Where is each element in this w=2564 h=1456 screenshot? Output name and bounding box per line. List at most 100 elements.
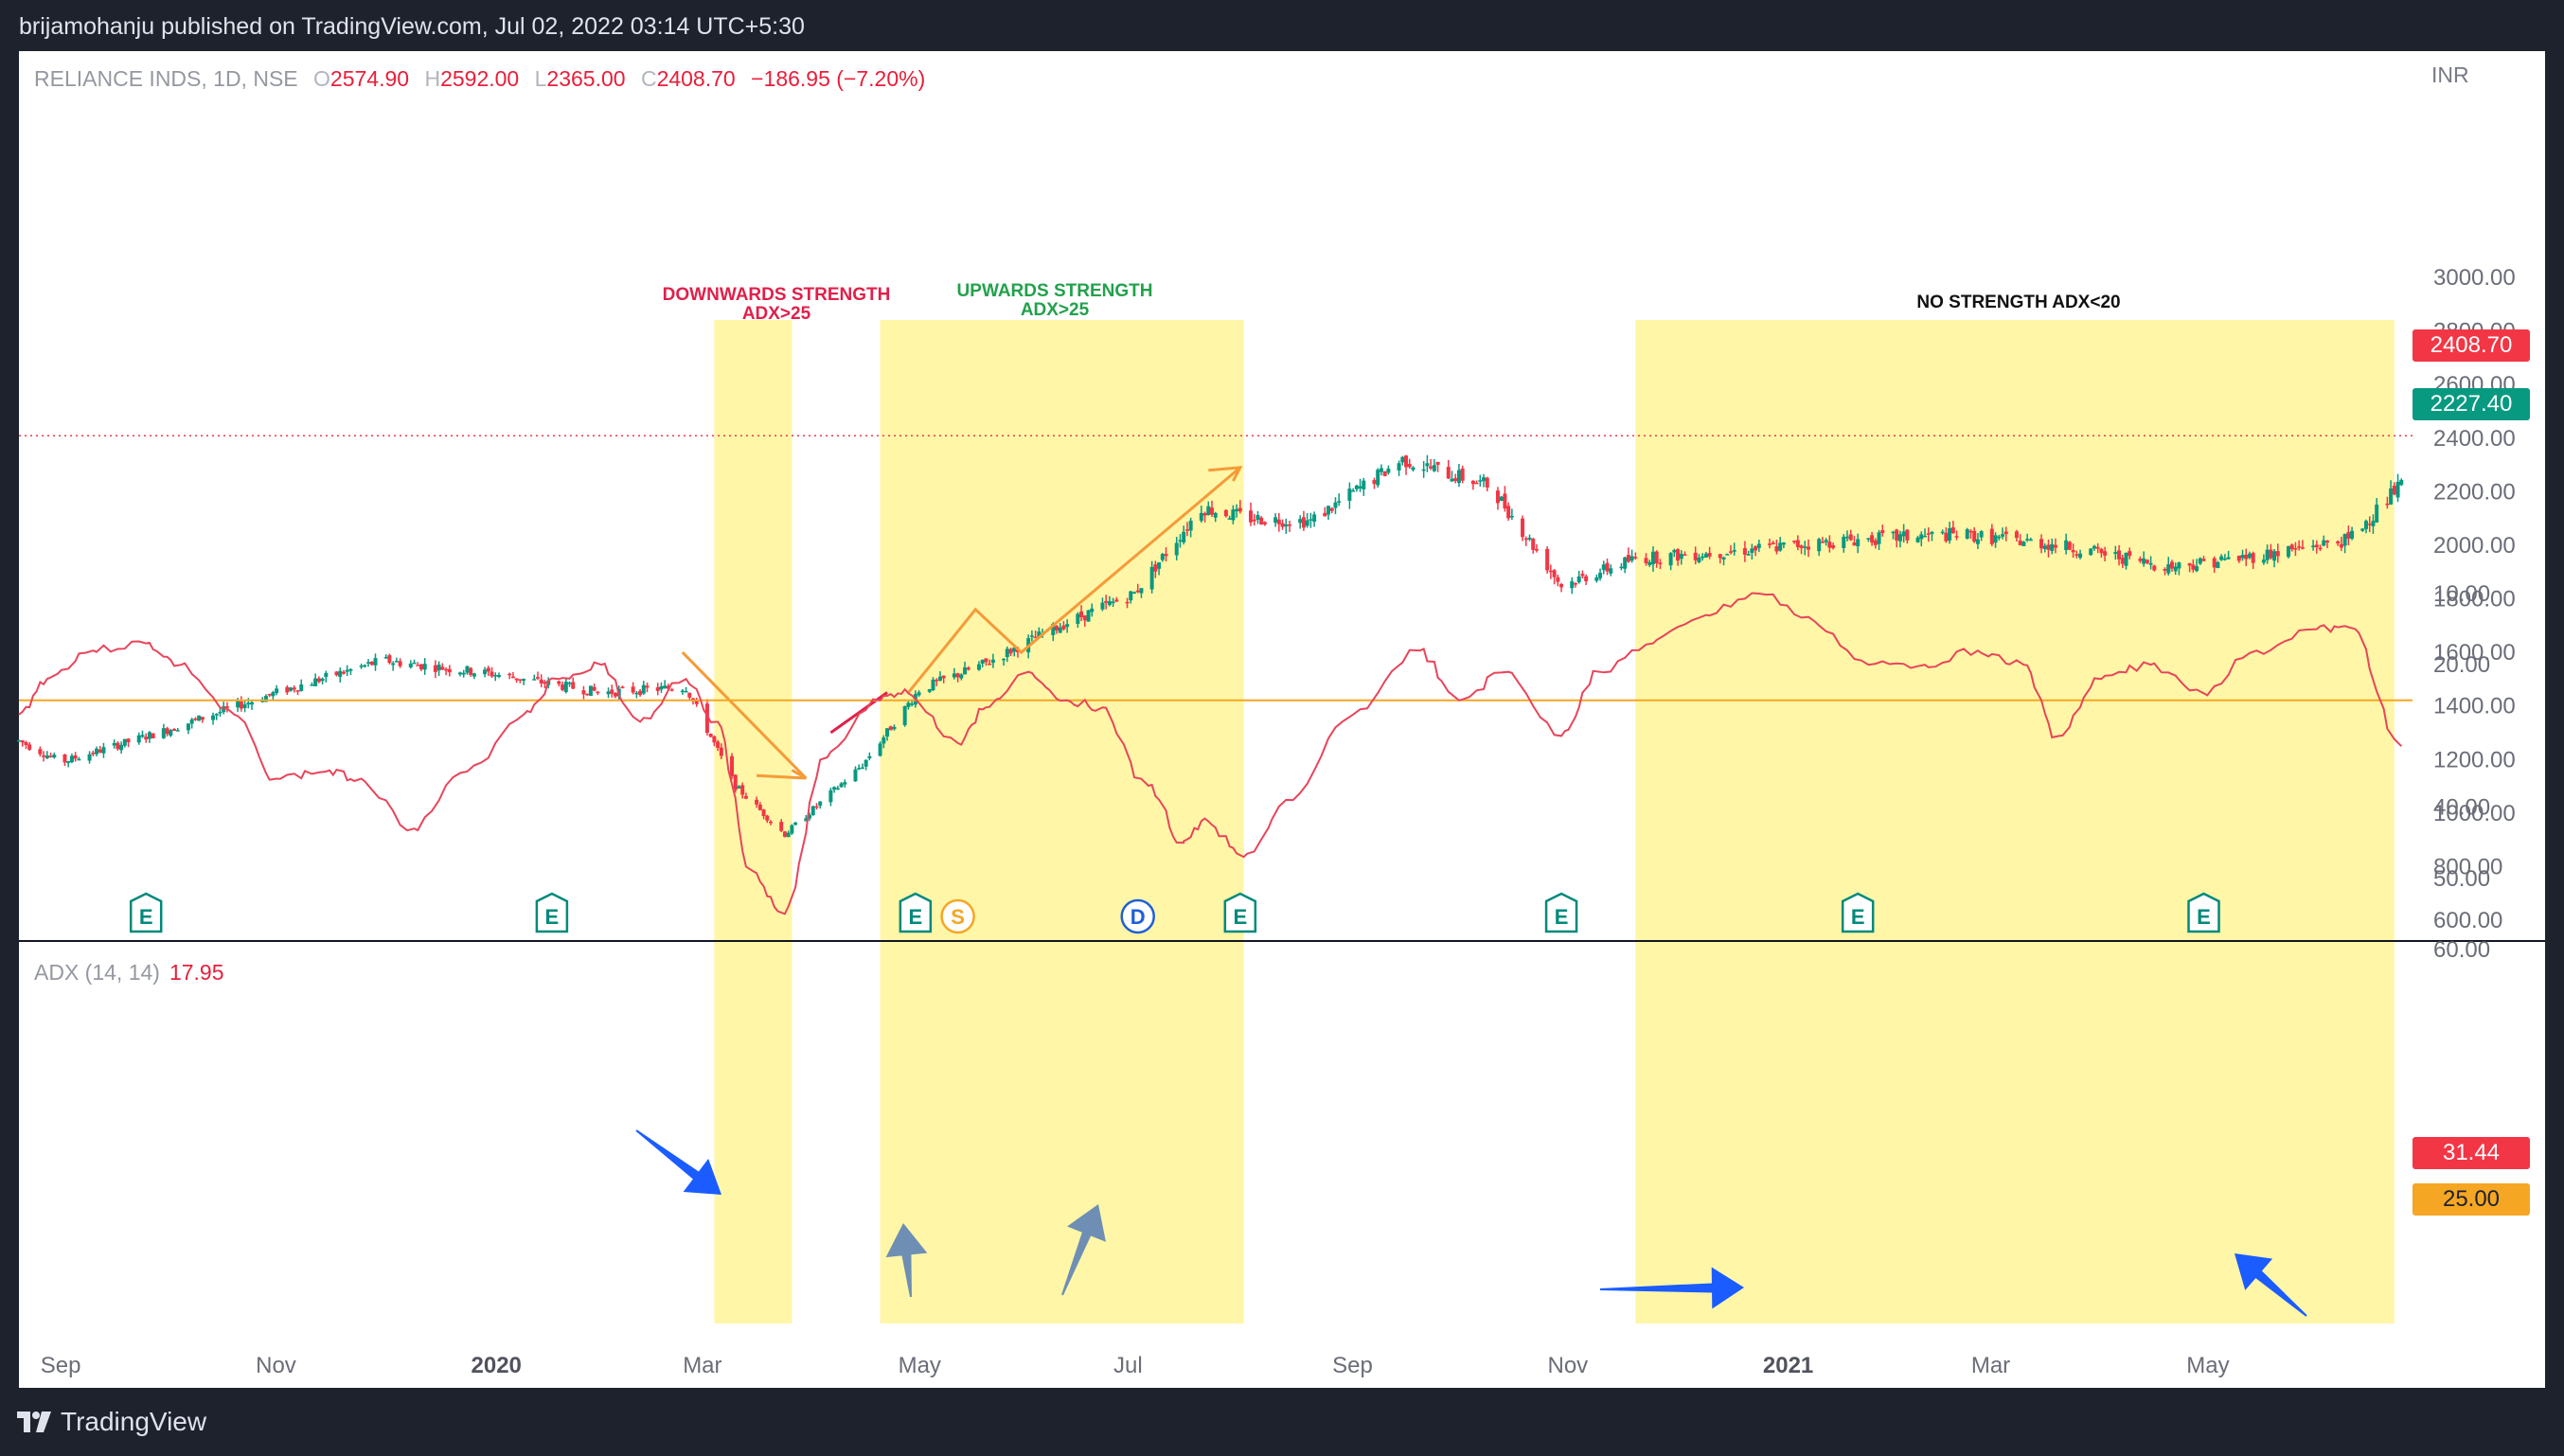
candle-body bbox=[1065, 624, 1070, 628]
candle-body bbox=[507, 673, 512, 676]
earnings-marker[interactable]: E bbox=[535, 892, 569, 933]
candle-body bbox=[1975, 539, 1980, 544]
candle-body bbox=[1700, 556, 1705, 559]
candle-body bbox=[1852, 542, 1857, 546]
candle-body bbox=[2039, 539, 2044, 549]
candle-body bbox=[631, 686, 635, 693]
candle-body bbox=[324, 672, 329, 678]
marker-price-tag: 2227.40 bbox=[2413, 388, 2530, 420]
candle-body bbox=[828, 790, 833, 803]
candle-body bbox=[363, 665, 367, 666]
earnings-marker[interactable]: E bbox=[899, 892, 933, 933]
dividend-marker-label: D bbox=[1131, 905, 1146, 929]
candle-body bbox=[2360, 528, 2365, 531]
candle-body bbox=[1157, 562, 1162, 569]
candle-body bbox=[1223, 509, 1228, 517]
candle-body bbox=[659, 685, 664, 690]
candle-body bbox=[1718, 554, 1722, 559]
candle-body bbox=[867, 755, 872, 759]
candle-body bbox=[1129, 591, 1133, 601]
candle-body bbox=[1647, 561, 1652, 565]
candle-body bbox=[1824, 540, 1828, 542]
candle-body bbox=[1799, 545, 1804, 548]
candle-body bbox=[2389, 488, 2394, 505]
candle-body bbox=[87, 754, 92, 761]
time-tick-label: 2020 bbox=[472, 1353, 522, 1378]
time-tick-label: Jul bbox=[1113, 1353, 1143, 1378]
split-marker[interactable]: S bbox=[940, 898, 975, 934]
candle-body bbox=[189, 719, 194, 724]
candle-body bbox=[645, 685, 650, 688]
candle-body bbox=[2247, 553, 2252, 559]
candle-body bbox=[45, 755, 49, 758]
candle-body bbox=[1523, 538, 1528, 541]
candle-body bbox=[588, 685, 593, 697]
candle-body bbox=[2251, 553, 2255, 563]
candle-body bbox=[1845, 536, 1850, 539]
adx-axis[interactable]: 60.00 50.00 40.00 20.00 10.00 bbox=[2433, 581, 2490, 963]
candle-body bbox=[373, 658, 378, 666]
candle-body bbox=[1329, 507, 1334, 511]
low-value: 2365.00 bbox=[546, 66, 626, 91]
candle-body bbox=[271, 692, 276, 697]
candle-body bbox=[2201, 559, 2206, 561]
annotation-no-strength: NO STRENGTH ADX<20 bbox=[1916, 293, 2121, 312]
earnings-marker[interactable]: E bbox=[2187, 892, 2220, 933]
candle-body bbox=[878, 743, 882, 756]
candle-body bbox=[486, 667, 490, 672]
candle-body bbox=[242, 704, 247, 708]
price-axis[interactable]: 3000.002800.002600.002400.002200.002000.… bbox=[2433, 265, 2516, 933]
uptrend-arrow-head bbox=[1208, 466, 1243, 482]
candle-body bbox=[366, 662, 371, 664]
price-tick-label: 2400.00 bbox=[2433, 426, 2516, 452]
earnings-marker-label: E bbox=[1555, 905, 1569, 929]
candle-body bbox=[246, 702, 251, 705]
candle-body bbox=[1400, 456, 1405, 463]
candle-body bbox=[250, 701, 255, 705]
candle-body bbox=[1576, 576, 1581, 583]
candle-body bbox=[1090, 608, 1095, 613]
candle-body bbox=[1626, 555, 1630, 562]
adx-value: 17.95 bbox=[169, 960, 224, 985]
candle-body bbox=[1305, 520, 1309, 526]
candle-body bbox=[316, 678, 321, 683]
candle-body bbox=[952, 673, 956, 678]
tradingview-logo[interactable]: TradingView bbox=[17, 1407, 206, 1437]
candle-body bbox=[563, 682, 568, 693]
time-tick-label: May bbox=[899, 1353, 941, 1378]
candle-body bbox=[1742, 548, 1747, 555]
candle-body bbox=[592, 686, 596, 691]
candle-body bbox=[140, 735, 145, 737]
price-tick-label: 3000.00 bbox=[2433, 265, 2516, 291]
earnings-marker[interactable]: E bbox=[1544, 892, 1578, 933]
candle-body bbox=[165, 728, 169, 735]
candle-body bbox=[469, 667, 473, 675]
candle-body bbox=[1153, 564, 1158, 572]
close-value: 2408.70 bbox=[656, 66, 736, 91]
earnings-marker[interactable]: E bbox=[1841, 892, 1875, 933]
earnings-marker[interactable]: E bbox=[129, 892, 163, 933]
candle-body bbox=[457, 672, 462, 675]
candle-body bbox=[2092, 545, 2096, 549]
candle-body bbox=[310, 684, 314, 686]
time-tick-label: 2021 bbox=[1763, 1353, 1813, 1378]
candle-body bbox=[1552, 570, 1557, 577]
candle-body bbox=[218, 711, 223, 714]
dividend-marker[interactable]: D bbox=[1120, 898, 1155, 934]
candle-body bbox=[2064, 540, 2069, 551]
earnings-marker-shape bbox=[1223, 892, 1257, 933]
earnings-marker[interactable]: E bbox=[1223, 892, 1257, 933]
candle-body bbox=[1235, 508, 1239, 512]
time-axis[interactable]: Sep Nov 2020 Mar May Jul Sep Nov 2021 Mar May bbox=[41, 1353, 2230, 1378]
candle-body bbox=[1255, 514, 1260, 521]
candle-body bbox=[122, 738, 127, 746]
candle-body bbox=[20, 740, 25, 743]
candle-body bbox=[832, 787, 837, 790]
candle-body bbox=[1792, 541, 1797, 542]
earnings-marker-label: E bbox=[545, 905, 560, 929]
candle-body bbox=[1842, 536, 1846, 548]
candle-body bbox=[1559, 583, 1564, 588]
candle-body bbox=[1262, 522, 1267, 524]
